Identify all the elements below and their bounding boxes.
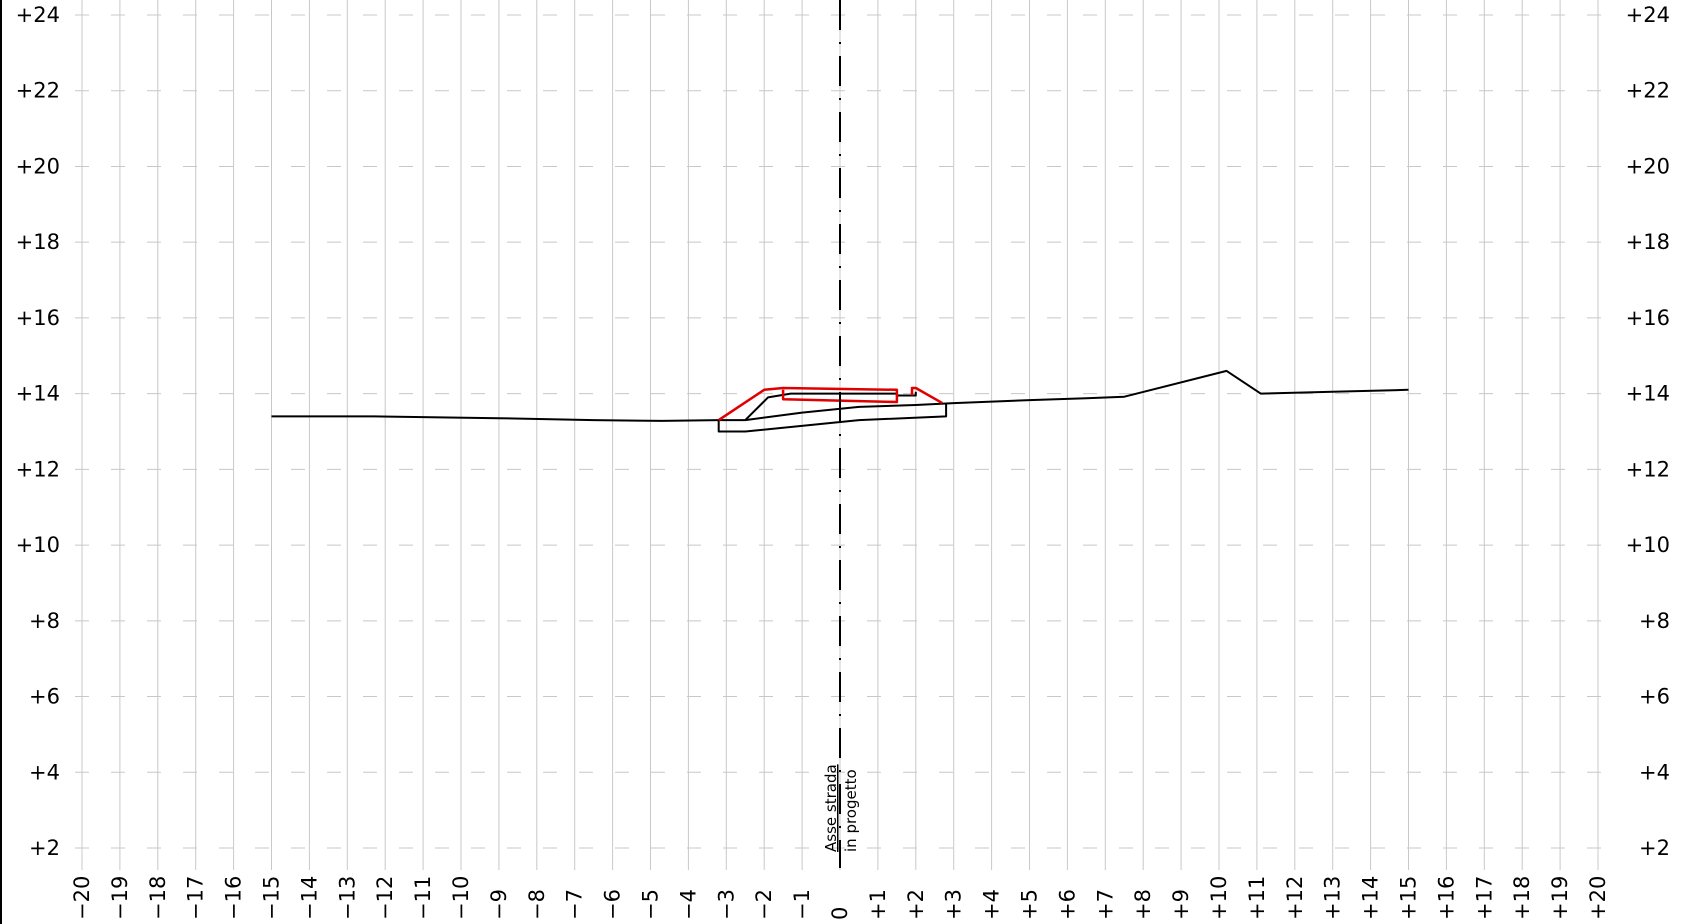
y-tick-label-right: +22 bbox=[1626, 79, 1670, 103]
project-profile-line bbox=[910, 386, 943, 405]
x-tick-label: +12 bbox=[1283, 876, 1307, 920]
project-profile-line bbox=[718, 386, 899, 422]
x-tick-label: +6 bbox=[1055, 889, 1079, 920]
x-tick-label: −9 bbox=[487, 889, 511, 920]
y-tick-label-right: +16 bbox=[1626, 306, 1670, 330]
x-tick-label: −3 bbox=[714, 889, 738, 920]
y-tick-label-right: +4 bbox=[1639, 760, 1670, 784]
centerline-label-line1: Asse strada bbox=[822, 764, 840, 852]
x-tick-label: −11 bbox=[411, 876, 435, 920]
y-tick-label-left: +2 bbox=[29, 836, 60, 860]
y-tick-label-left: +4 bbox=[29, 760, 60, 784]
y-tick-label-left: +22 bbox=[16, 79, 60, 103]
existing-profile-line bbox=[717, 403, 948, 433]
y-tick-label-left: +24 bbox=[16, 3, 60, 27]
x-tick-label: +20 bbox=[1586, 876, 1610, 920]
profile-lines bbox=[271, 369, 1409, 433]
y-axis-labels-right: +2 +4 +6 +8 +10 +12 +14 +16 +18 +20 +22 +24 bbox=[1626, 3, 1670, 860]
y-tick-label-left: +10 bbox=[16, 533, 60, 557]
x-tick-label: +13 bbox=[1321, 876, 1345, 920]
existing-profile-line bbox=[271, 369, 1409, 422]
y-tick-label-left: +6 bbox=[29, 685, 60, 709]
x-tick-label: −20 bbox=[70, 876, 94, 920]
y-tick-label-left: +12 bbox=[16, 457, 60, 481]
x-tick-label: −18 bbox=[146, 876, 170, 920]
x-tick-label: +17 bbox=[1472, 876, 1496, 920]
grid bbox=[75, 0, 1615, 870]
x-tick-label: −5 bbox=[639, 889, 663, 920]
y-tick-label-right: +6 bbox=[1639, 685, 1670, 709]
x-tick-label: −16 bbox=[222, 876, 246, 920]
y-tick-label-left: +20 bbox=[16, 154, 60, 178]
x-tick-label: +4 bbox=[980, 889, 1004, 920]
x-tick-label: −13 bbox=[335, 876, 359, 920]
x-tick-label: −14 bbox=[297, 876, 321, 920]
x-tick-label: −15 bbox=[260, 876, 284, 920]
x-tick-label: +18 bbox=[1510, 876, 1534, 920]
x-tick-label: −12 bbox=[373, 876, 397, 920]
x-tick-label: +10 bbox=[1207, 876, 1231, 920]
x-tick-label: +2 bbox=[904, 889, 928, 920]
y-tick-label-left: +18 bbox=[16, 230, 60, 254]
x-tick-label: +7 bbox=[1093, 889, 1117, 920]
x-tick-label: +1 bbox=[866, 889, 890, 920]
y-tick-label-right: +20 bbox=[1626, 154, 1670, 178]
x-tick-label: +16 bbox=[1434, 876, 1458, 920]
x-tick-label: −1 bbox=[790, 889, 814, 920]
y-tick-label-right: +8 bbox=[1639, 609, 1670, 633]
y-tick-label-left: +16 bbox=[16, 306, 60, 330]
x-axis-labels: −20 −19 −18 −17 −16 −15 −14 −13 −12 −11 −10 −9 −8 −7−… bbox=[70, 876, 1610, 920]
y-tick-label-right: +12 bbox=[1626, 457, 1670, 481]
x-tick-label: +15 bbox=[1397, 876, 1421, 920]
y-tick-label-left: +14 bbox=[16, 382, 60, 406]
x-tick-label: +19 bbox=[1548, 876, 1572, 920]
x-tick-label: +5 bbox=[1018, 889, 1042, 920]
y-tick-label-right: +24 bbox=[1626, 3, 1670, 27]
x-tick-label: −4 bbox=[676, 889, 700, 920]
x-tick-label: −19 bbox=[108, 876, 132, 920]
y-tick-label-right: +18 bbox=[1626, 230, 1670, 254]
x-tick-label: −8 bbox=[525, 889, 549, 920]
x-tick-label: −6 bbox=[601, 889, 625, 920]
x-tick-label: +8 bbox=[1131, 889, 1155, 920]
x-tick-label: −17 bbox=[184, 876, 208, 920]
x-tick-label: +11 bbox=[1245, 876, 1269, 920]
y-axis-labels-left: +2 +4 +6 +8 +10 +12 +14 +16 +18 +20 +22 +24 bbox=[16, 3, 60, 860]
x-tick-label: +14 bbox=[1359, 876, 1383, 920]
x-tick-label: −7 bbox=[563, 889, 587, 920]
y-tick-label-left: +8 bbox=[29, 609, 60, 633]
y-tick-label-right: +2 bbox=[1639, 836, 1670, 860]
x-tick-label: −2 bbox=[752, 889, 776, 920]
centerline-label-line2: in progetto bbox=[842, 769, 860, 852]
y-tick-label-right: +14 bbox=[1626, 382, 1670, 406]
x-tick-label: 0 bbox=[828, 907, 852, 920]
y-tick-label-right: +10 bbox=[1626, 533, 1670, 557]
x-tick-label: −10 bbox=[449, 876, 473, 920]
centerline-label: Asse strada in progetto bbox=[822, 764, 860, 852]
x-tick-label: +9 bbox=[1169, 889, 1193, 920]
x-tick-label: +3 bbox=[942, 889, 966, 920]
